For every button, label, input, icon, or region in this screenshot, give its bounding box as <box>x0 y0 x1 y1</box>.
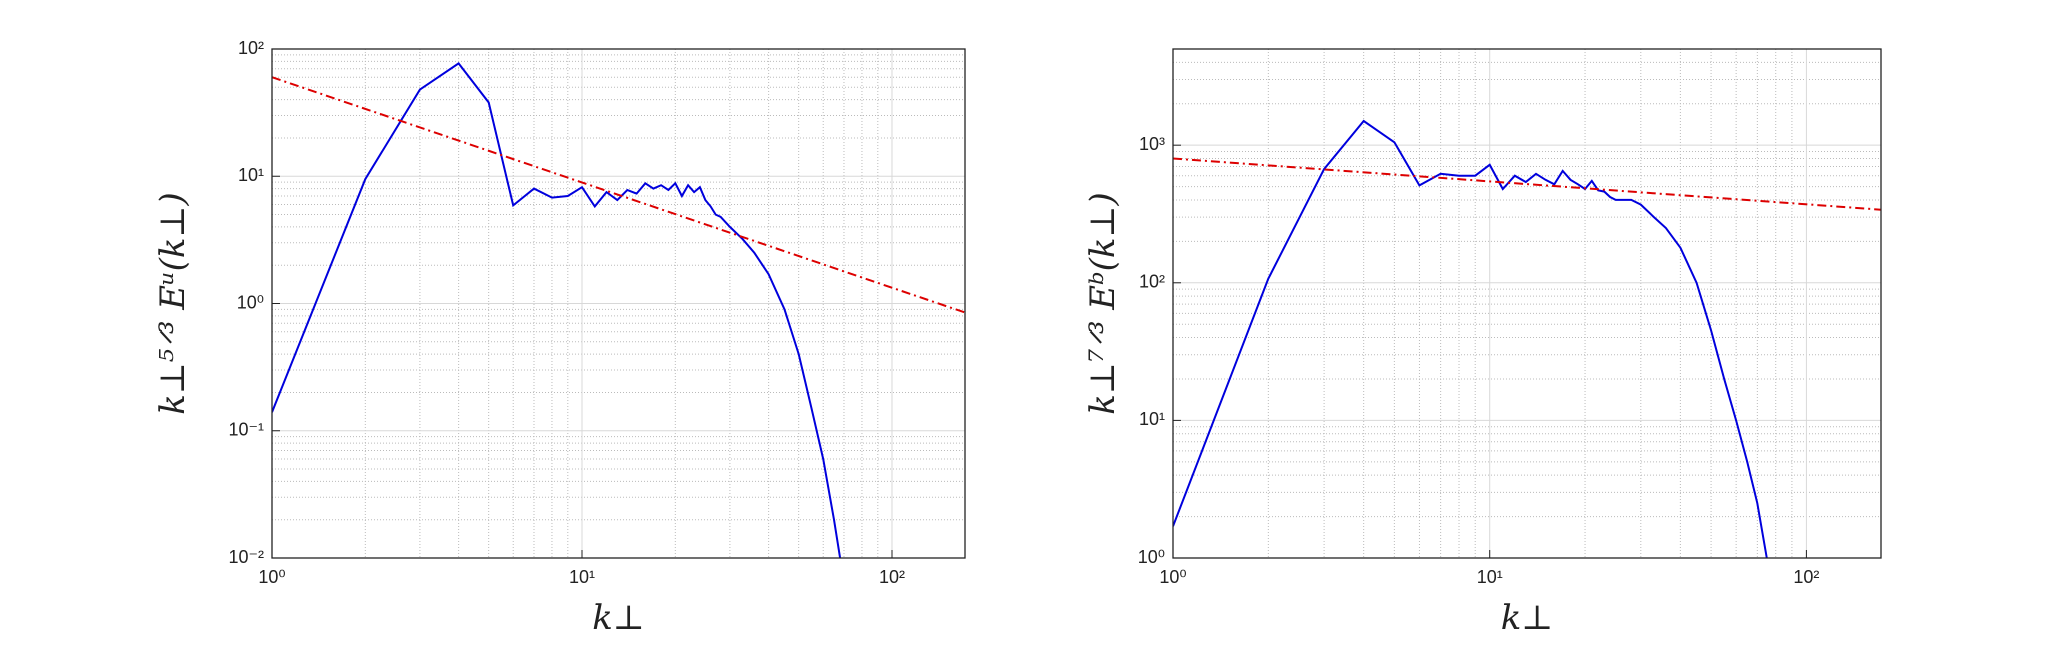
x-tick-label: 10² <box>1793 567 1819 587</box>
series-line <box>1173 119 1768 558</box>
x-tick-label: 10⁰ <box>258 567 285 587</box>
x-tick-label: 10¹ <box>1477 567 1503 587</box>
plot: 10⁰ 10¹ 10² 10⁻² 10⁻¹ 10⁰ 10¹ 10² k⊥ k⊥⁵ᐟ³ Eᵘ(k⊥) <box>153 38 966 638</box>
y-tick-label: 10¹ <box>1139 409 1165 429</box>
y-tick-label: 10⁰ <box>237 292 264 312</box>
y-tick-label: 10⁰ <box>1138 547 1165 567</box>
y-tick-label: 10² <box>1139 272 1165 292</box>
plot-area <box>1173 49 1881 558</box>
plot: 10⁰ 10¹ 10² 10⁰ 10¹ 10² 10³ k⊥ k⊥⁷ᐟ³ Eᵇ(k⊥) <box>1083 48 1882 638</box>
y-axis-label: k⊥⁷ᐟ³ Eᵇ(k⊥) <box>1083 192 1123 415</box>
x-tick-label: 10² <box>879 567 905 587</box>
y-axis-label: k⊥⁵ᐟ³ Eᵘ(k⊥) <box>153 192 193 415</box>
x-tick-label: 10¹ <box>569 567 595 587</box>
series-line <box>1173 157 1881 211</box>
x-tick-label: 10⁰ <box>1159 567 1186 587</box>
series-line <box>272 76 965 314</box>
y-tick-label: 10¹ <box>238 165 264 185</box>
y-tick-label: 10⁻² <box>228 547 264 567</box>
plot-frame <box>271 48 966 559</box>
y-tick-label: 10² <box>238 38 264 58</box>
x-axis-label: k⊥ <box>1501 598 1554 638</box>
x-axis-label: k⊥ <box>592 598 645 638</box>
series-line <box>272 62 842 558</box>
y-tick-label: 10⁻¹ <box>228 420 264 440</box>
plot-frame <box>1172 48 1882 559</box>
y-tick-label: 10³ <box>1139 134 1165 154</box>
